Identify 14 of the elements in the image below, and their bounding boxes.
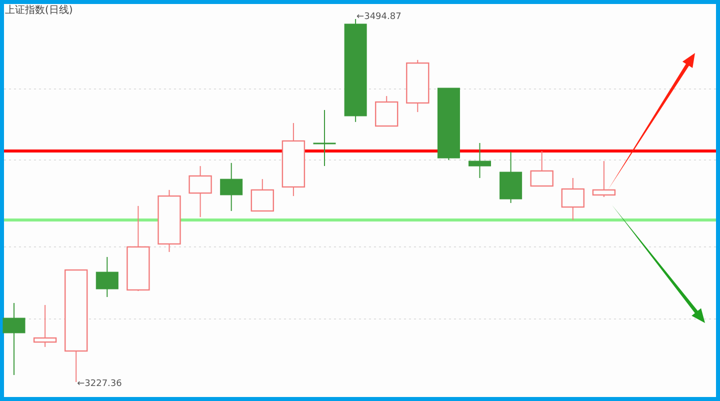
candlestick bbox=[96, 256, 118, 298]
candlestick bbox=[250, 178, 274, 212]
candlestick bbox=[2, 302, 26, 376]
candlestick bbox=[33, 304, 57, 348]
candlestick bbox=[530, 150, 554, 187]
annotation: ←3227.36 bbox=[77, 379, 122, 389]
candlestick bbox=[561, 177, 584, 221]
candlestick bbox=[220, 162, 243, 212]
candlestick bbox=[468, 142, 491, 178]
candlestick bbox=[188, 166, 212, 218]
annotation: ←3494.87 bbox=[356, 12, 402, 22]
chart-title: 上证指数(日线) bbox=[5, 4, 73, 16]
candlestick bbox=[313, 110, 336, 167]
candlestick bbox=[592, 160, 616, 198]
